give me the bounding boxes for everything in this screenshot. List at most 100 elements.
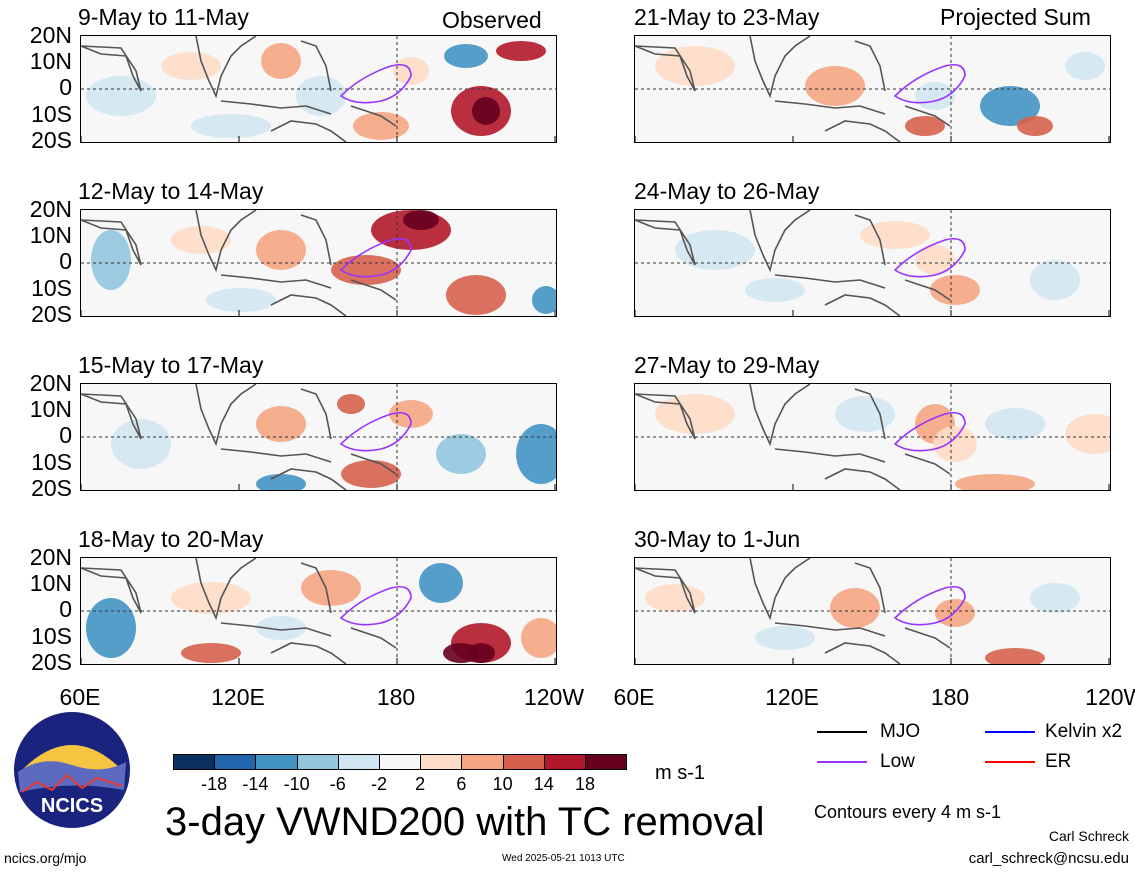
lat-label: 20N	[29, 196, 72, 222]
colorbar-swatch	[379, 754, 422, 770]
panel-title-proj-3: 27-May to 29-May	[634, 352, 820, 378]
colorbar-tick-label: 18	[574, 774, 596, 794]
main-title: 3-day VWND200 with TC removal	[165, 800, 765, 844]
coastline	[635, 219, 696, 266]
low-contour	[339, 63, 412, 104]
lat-label: 10N	[29, 48, 72, 74]
wind-anomaly-blob	[86, 598, 136, 658]
lat-label: 10N	[29, 222, 72, 248]
coastline	[824, 120, 901, 142]
low-contour	[339, 585, 412, 626]
panel-title-obs-1: 9-May to 11-May	[78, 4, 249, 30]
wind-anomaly-blob	[1065, 414, 1110, 454]
wind-anomaly-blob	[181, 643, 241, 663]
panel-title-proj-1: 21-May to 23-May	[634, 4, 820, 30]
colorbar-tick-label: -18	[201, 774, 228, 794]
wind-anomaly-blob	[256, 474, 306, 490]
coastline	[220, 100, 332, 115]
low-contour	[893, 585, 966, 626]
coastline	[635, 45, 696, 92]
legend-low-line	[817, 761, 867, 763]
wind-anomaly-blob	[301, 570, 361, 606]
legend-er-line	[985, 761, 1035, 763]
coastline	[854, 214, 886, 266]
map-svg	[81, 384, 556, 490]
coastline	[824, 294, 901, 316]
author-email[interactable]: carl_schreck@ncsu.edu	[968, 850, 1129, 867]
colorbar-units: m s-1	[655, 762, 705, 784]
coastline	[635, 393, 696, 440]
lat-label: 0	[59, 422, 72, 448]
coastline	[81, 219, 142, 266]
lat-label: 20S	[31, 301, 72, 327]
wind-anomaly-blob	[980, 86, 1040, 126]
coastline	[854, 562, 886, 614]
wind-anomaly-blob	[353, 112, 409, 140]
coastline	[81, 45, 142, 92]
contour-note: Contours every 4 m s-1	[814, 802, 1002, 822]
lat-label: 20N	[29, 22, 72, 48]
coastline	[774, 622, 886, 637]
panel-title-proj-2: 24-May to 26-May	[634, 178, 820, 204]
site-link[interactable]: ncics.org/mjo	[4, 850, 87, 866]
panel-title-obs-2: 12-May to 14-May	[78, 178, 264, 204]
wind-anomaly-blob	[645, 584, 705, 612]
author-name: Carl Schreck	[1048, 828, 1129, 844]
coastline	[854, 388, 886, 440]
map-svg	[635, 558, 1110, 664]
map-svg	[635, 384, 1110, 490]
map-panel-proj-3	[634, 383, 1111, 491]
wind-anomaly-blob	[675, 230, 755, 270]
wind-anomaly-blob	[443, 643, 479, 663]
colorbar-tick-label: 2	[415, 774, 426, 794]
wind-anomaly-blob	[930, 275, 980, 305]
coastline	[904, 105, 951, 127]
lat-label: 20S	[31, 475, 72, 501]
colorbar-swatch	[173, 754, 216, 770]
coastline	[635, 567, 696, 614]
lon-label-60e-right: 60E	[613, 684, 655, 710]
map-panel-obs-4	[80, 557, 557, 665]
wind-anomaly-blob	[389, 400, 433, 428]
colorbar-swatch	[420, 754, 463, 770]
colorbar-swatch	[502, 754, 545, 770]
legend-low-label: Low	[880, 751, 915, 772]
wind-anomaly-blob	[830, 588, 880, 628]
wind-anomaly-blob	[516, 424, 556, 484]
colorbar-swatch	[543, 754, 586, 770]
wind-anomaly-blob	[915, 82, 955, 110]
legend-er-label: ER	[1045, 751, 1072, 772]
colorbar-swatch	[214, 754, 257, 770]
coastline	[300, 214, 332, 266]
coastline	[220, 274, 332, 289]
map-panel-proj-2	[634, 209, 1111, 317]
panel-title-proj-4: 30-May to 1-Jun	[634, 526, 801, 552]
low-contour	[893, 63, 966, 104]
wind-anomaly-blob	[111, 419, 171, 469]
wind-anomaly-blob	[86, 76, 156, 116]
wind-anomaly-blob	[337, 394, 365, 414]
low-contour	[339, 411, 412, 452]
low-contour	[339, 237, 412, 278]
lat-label: 20N	[29, 544, 72, 570]
wind-anomaly-blob	[446, 275, 506, 315]
coastline	[270, 120, 347, 142]
lat-label: 10S	[31, 623, 72, 649]
logo-text: NCICS	[41, 795, 103, 817]
coastline	[854, 40, 886, 92]
coastline	[220, 622, 332, 637]
colorbar-tick-label: 10	[492, 774, 513, 794]
lon-label-60e-left: 60E	[59, 684, 101, 710]
wind-anomaly-blob	[745, 278, 805, 302]
map-panel-proj-1	[634, 35, 1111, 143]
wind-anomaly-blob	[206, 288, 276, 312]
colorbar-swatch	[255, 754, 298, 770]
colorbar-swatch	[461, 754, 504, 770]
coastline	[270, 468, 347, 490]
coastline	[350, 279, 397, 301]
observed-label: Observed	[442, 7, 542, 33]
coastline	[195, 36, 257, 99]
wind-anomaly-blob	[171, 582, 251, 614]
lat-label: 0	[59, 74, 72, 100]
map-svg	[81, 558, 556, 664]
